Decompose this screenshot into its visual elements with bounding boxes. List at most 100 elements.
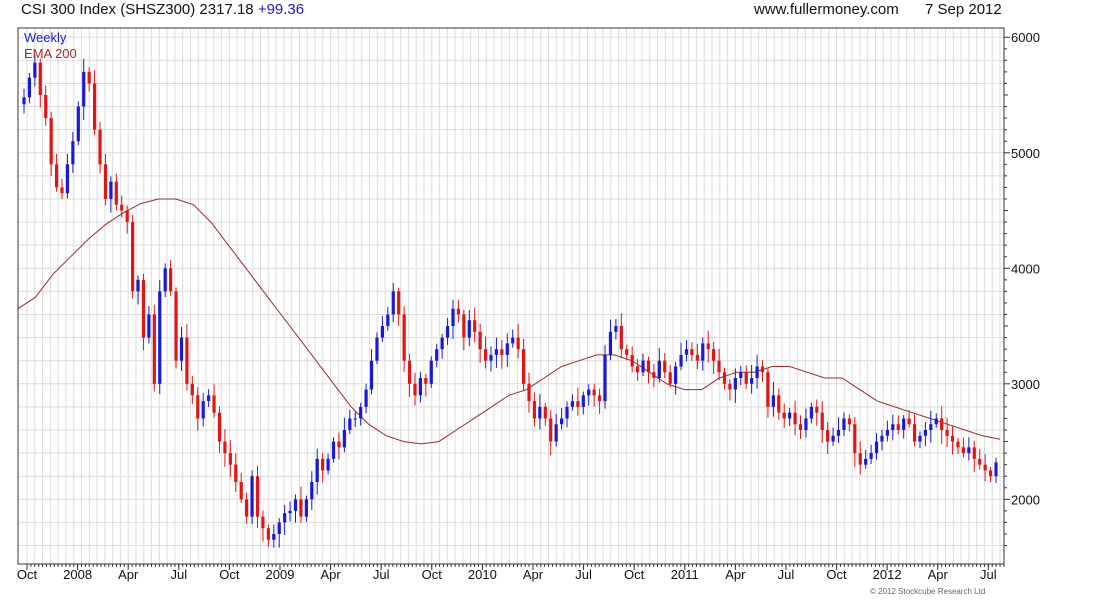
candle-body xyxy=(321,458,325,471)
y-tick-label: 4000 xyxy=(1011,261,1040,276)
candle-body xyxy=(245,499,249,517)
candle-body xyxy=(375,337,379,361)
candle-body xyxy=(22,97,26,105)
x-tick-label: Oct xyxy=(17,567,38,582)
candle-body xyxy=(543,406,547,419)
candle-body xyxy=(223,441,227,454)
candle-body xyxy=(147,314,151,338)
candle-body xyxy=(755,366,759,379)
candle-body xyxy=(912,424,917,442)
candle-body xyxy=(315,458,319,482)
candle-body xyxy=(494,349,499,355)
x-tick-label: Apr xyxy=(320,567,341,582)
candle-body xyxy=(207,395,211,402)
candle-body xyxy=(342,430,346,448)
candle-body xyxy=(652,372,656,379)
y-tick-label: 2000 xyxy=(1011,492,1040,507)
candle-body xyxy=(597,395,602,402)
candle-body xyxy=(923,430,928,436)
y-axis: 2000 3000 4000 5000 6000 xyxy=(1004,30,1040,547)
candle-body xyxy=(103,164,108,199)
candle-body xyxy=(386,314,390,327)
candle-body xyxy=(978,458,982,465)
title-change: +99.36 xyxy=(257,1,305,18)
candle-body xyxy=(929,424,933,430)
candle-body xyxy=(896,424,900,430)
candle-body xyxy=(326,458,330,471)
candle-body xyxy=(364,389,368,407)
x-tick-label: Jul xyxy=(373,567,390,582)
candle-body xyxy=(842,418,846,430)
candle-body xyxy=(701,343,705,361)
candle-body xyxy=(847,418,851,425)
site-url[interactable]: www.fullermoney.com xyxy=(754,1,899,18)
candle-body xyxy=(337,441,341,448)
candle-body xyxy=(451,308,455,327)
x-tick-label: Apr xyxy=(118,567,139,582)
candle-body xyxy=(815,406,819,413)
candle-body xyxy=(728,383,732,390)
candle-body xyxy=(820,412,824,430)
x-tick-label: Jul xyxy=(170,567,187,582)
candle-body xyxy=(234,464,238,482)
x-tick-label: Oct xyxy=(422,567,443,582)
candle-body xyxy=(657,360,661,379)
candle-body xyxy=(505,343,509,355)
candle-body xyxy=(554,424,558,442)
plot-frame xyxy=(17,27,1005,565)
candle-body xyxy=(82,71,86,107)
x-tick-label: Jul xyxy=(778,567,795,582)
candle-body xyxy=(174,291,178,361)
candle-body xyxy=(760,366,765,373)
candle-body xyxy=(369,360,374,390)
candle-body xyxy=(353,418,357,420)
candle-body xyxy=(277,522,281,534)
candle-body xyxy=(435,349,439,361)
candle-body xyxy=(310,481,314,500)
candle-body xyxy=(483,349,488,361)
candle-body xyxy=(668,372,672,384)
candle-body xyxy=(581,395,585,407)
copyright-notice: © 2012 Stockcube Research Ltd xyxy=(870,587,986,596)
candle-body xyxy=(217,412,222,442)
candle-body xyxy=(239,481,243,500)
candle-body xyxy=(777,395,781,413)
candle-body xyxy=(945,430,949,436)
candle-body xyxy=(663,360,667,373)
candle-body xyxy=(858,453,862,465)
candle-body xyxy=(967,447,971,454)
candle-body xyxy=(902,418,906,430)
candle-body xyxy=(38,62,42,95)
candle-body xyxy=(429,360,433,384)
candle-body xyxy=(614,326,618,332)
candle-body xyxy=(179,337,184,361)
candle-body xyxy=(212,395,216,413)
x-tick-label: Apr xyxy=(523,567,544,582)
candle-body xyxy=(163,268,167,292)
candle-body xyxy=(538,406,542,419)
candle-body xyxy=(934,418,938,425)
candle-body xyxy=(793,412,797,425)
candle-body xyxy=(956,441,960,448)
x-tick-label: 2010 xyxy=(468,567,497,582)
candle-body xyxy=(92,83,97,130)
candle-body xyxy=(587,389,591,396)
candle-body xyxy=(489,354,493,361)
candle-body xyxy=(674,366,678,384)
candle-body xyxy=(641,360,645,373)
candle-body xyxy=(804,418,808,430)
candle-body xyxy=(407,360,412,384)
candle-body xyxy=(255,476,260,517)
candle-body xyxy=(918,435,922,442)
chart-title: CSI 300 Index (SHSZ300) 2317.18 +99.36 xyxy=(21,0,304,20)
candle-body xyxy=(125,210,129,223)
candle-body xyxy=(679,354,683,367)
gridlines xyxy=(18,28,1004,564)
candle-body xyxy=(961,447,966,454)
candle-body xyxy=(109,181,113,199)
candle-body xyxy=(196,395,200,419)
candle-body xyxy=(418,378,423,396)
candle-body xyxy=(695,354,699,361)
legend-ema: EMA 200 xyxy=(24,46,77,61)
candle-body xyxy=(798,424,803,430)
